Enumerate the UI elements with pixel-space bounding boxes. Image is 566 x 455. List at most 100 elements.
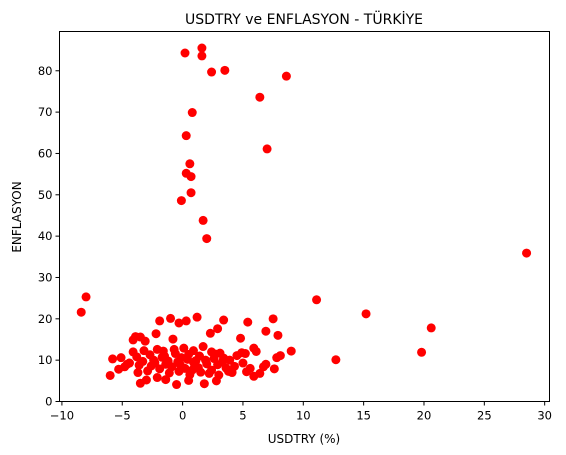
data-point xyxy=(219,353,229,363)
data-point xyxy=(185,159,195,169)
data-point xyxy=(236,333,246,343)
data-point xyxy=(139,346,149,356)
plot-frame xyxy=(59,31,550,402)
data-point xyxy=(426,323,436,333)
data-point xyxy=(108,354,118,364)
data-point xyxy=(141,375,151,385)
data-point xyxy=(261,326,271,336)
data-point xyxy=(213,360,223,370)
x-tick-label: −10 xyxy=(50,409,74,423)
y-tick-label: 30 xyxy=(38,270,53,284)
data-point xyxy=(151,329,161,339)
data-point xyxy=(191,356,201,366)
x-tick-label: 10 xyxy=(296,409,311,423)
data-point xyxy=(181,131,191,141)
data-point xyxy=(198,215,208,225)
x-tick-label: 15 xyxy=(356,409,371,423)
data-point xyxy=(174,318,184,328)
x-tick-label: 0 xyxy=(179,409,186,423)
data-point xyxy=(168,334,178,344)
data-point xyxy=(152,373,162,383)
data-point xyxy=(273,330,283,340)
data-point xyxy=(522,248,532,258)
data-point xyxy=(202,234,212,244)
y-tick-label: 10 xyxy=(38,353,53,367)
y-axis-label: ENFLASYON xyxy=(10,181,24,252)
x-axis-ticks: −10 −5 0 5 10 15 20 25 30 xyxy=(50,401,552,423)
data-point xyxy=(192,312,202,322)
data-point xyxy=(205,328,215,338)
data-point xyxy=(199,379,209,389)
data-point xyxy=(187,365,197,375)
data-point xyxy=(223,366,233,376)
data-point xyxy=(417,347,427,357)
data-point xyxy=(172,380,182,390)
data-point xyxy=(238,358,248,368)
data-point xyxy=(179,343,189,353)
data-point xyxy=(128,347,138,357)
data-point xyxy=(166,313,176,323)
chart-title: USDTRY ve ENFLASYON - TÜRKİYE xyxy=(185,10,423,28)
data-point xyxy=(181,316,191,326)
data-point xyxy=(180,363,190,373)
data-point xyxy=(312,295,322,305)
data-point xyxy=(140,336,150,346)
data-point xyxy=(105,370,115,380)
data-point xyxy=(269,364,279,374)
data-point xyxy=(161,375,171,385)
data-point xyxy=(219,315,229,325)
data-point xyxy=(213,324,223,334)
data-point xyxy=(204,368,214,378)
data-point xyxy=(169,344,179,354)
data-point xyxy=(173,357,183,367)
x-tick-label: 5 xyxy=(239,409,246,423)
data-point xyxy=(161,359,171,369)
data-point xyxy=(251,346,261,356)
data-point xyxy=(184,349,194,359)
x-tick-label: 20 xyxy=(417,409,432,423)
x-axis-label: USDTRY (%) xyxy=(268,432,340,446)
data-point xyxy=(237,348,247,358)
x-tick-label: 25 xyxy=(477,409,492,423)
data-point xyxy=(81,292,91,302)
data-point xyxy=(258,362,268,372)
data-point xyxy=(128,335,138,345)
data-point xyxy=(214,370,224,380)
data-point xyxy=(262,144,272,154)
data-point xyxy=(187,108,197,118)
y-tick-label: 40 xyxy=(38,229,53,243)
data-point xyxy=(116,353,126,363)
y-axis-ticks: 0 10 20 30 40 50 60 70 80 xyxy=(38,64,60,409)
y-tick-label: 20 xyxy=(38,312,53,326)
data-point xyxy=(176,196,186,206)
data-point xyxy=(133,368,143,378)
data-point xyxy=(201,355,211,365)
data-point xyxy=(207,67,217,77)
data-point xyxy=(245,363,255,373)
data-point xyxy=(160,351,169,361)
y-tick-label: 60 xyxy=(38,146,53,160)
data-point xyxy=(155,316,165,326)
data-point xyxy=(275,351,285,361)
y-tick-label: 80 xyxy=(38,64,53,78)
data-point xyxy=(198,342,208,352)
scatter-points xyxy=(76,43,532,390)
data-point xyxy=(186,172,196,182)
data-point xyxy=(186,188,196,198)
data-point xyxy=(210,349,220,359)
data-point xyxy=(255,368,265,378)
data-point xyxy=(281,71,291,81)
data-point xyxy=(180,48,190,58)
x-tick-label: −5 xyxy=(114,409,131,423)
data-point xyxy=(220,65,230,75)
data-point xyxy=(197,51,207,61)
y-tick-label: 50 xyxy=(38,188,53,202)
data-point xyxy=(149,355,159,365)
data-point xyxy=(286,346,296,356)
data-point xyxy=(243,317,253,327)
x-tick-label: 30 xyxy=(537,409,552,423)
data-point xyxy=(268,314,278,324)
y-tick-label: 70 xyxy=(38,105,53,119)
data-point xyxy=(197,43,207,53)
